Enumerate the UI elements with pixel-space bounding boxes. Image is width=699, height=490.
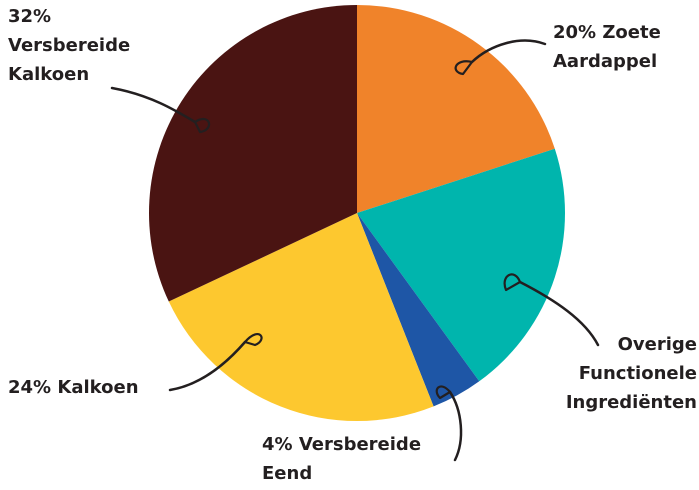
category-label: Versbereide Kalkoen xyxy=(8,35,131,85)
category-label: Overige Functionele Ingrediënten xyxy=(565,334,697,413)
slice-label: 24% Kalkoen xyxy=(8,373,208,402)
pie-slice xyxy=(148,5,357,302)
pointer-head xyxy=(243,333,263,347)
pie-slice xyxy=(168,213,434,422)
value-label: 24% xyxy=(8,377,52,398)
value-label: 32% xyxy=(8,6,52,27)
pointer-head xyxy=(454,60,474,76)
slice-label: 4% Versbereide Eend xyxy=(262,430,442,488)
pointer xyxy=(518,280,600,347)
pointer xyxy=(110,86,197,124)
value-label: 20% xyxy=(553,22,597,43)
pie-slice xyxy=(357,213,480,407)
pointer-head xyxy=(503,273,522,292)
pie-slice xyxy=(357,148,566,382)
pointers xyxy=(110,39,600,462)
pointer xyxy=(168,340,247,392)
slice-label: Overige Functionele Ingrediënten xyxy=(560,330,697,417)
value-label: 4% xyxy=(262,434,293,455)
pointer-head xyxy=(193,117,211,134)
pointer-head xyxy=(435,385,452,400)
pointer xyxy=(470,39,547,64)
slice-label: 32% Versbereide Kalkoen xyxy=(8,2,131,89)
pie-slice xyxy=(357,5,555,213)
pointer xyxy=(448,390,463,462)
category-label: Versbereide Eend xyxy=(262,434,422,484)
category-label: Zoete Aardappel xyxy=(553,22,661,72)
slice-label: 20% Zoete Aardappel xyxy=(553,18,678,76)
category-label: Kalkoen xyxy=(57,377,139,398)
